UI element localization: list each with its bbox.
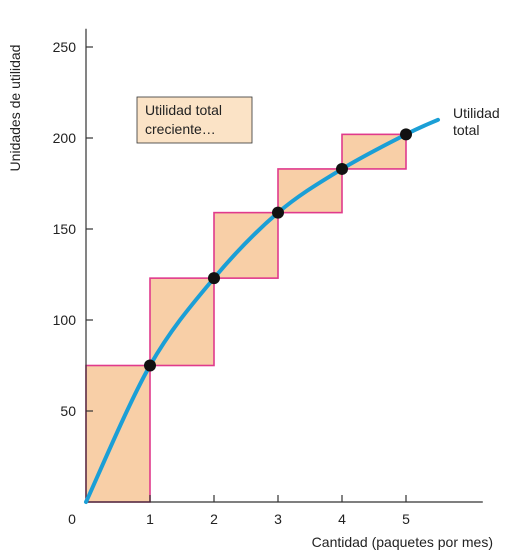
- data-point-2: [208, 272, 220, 285]
- x-tick-label-4: 4: [338, 511, 346, 527]
- total-utility-curve: [84, 117, 440, 504]
- curve-label: Utilidad total: [453, 105, 500, 138]
- y-tick-label-150: 150: [53, 221, 77, 237]
- data-point-4: [336, 162, 348, 175]
- tick-labels: 50 100 150 200 250 0 1 2 3 4 5: [53, 39, 410, 527]
- curve-label-line-2: total: [453, 122, 479, 138]
- annotation-line-2: creciente…: [145, 121, 216, 137]
- data-point-1: [144, 359, 156, 372]
- axes: [85, 28, 483, 503]
- curve-label-line-1: Utilidad: [453, 105, 500, 121]
- x-tick-label-1: 1: [146, 511, 154, 527]
- data-points: [144, 128, 412, 372]
- x-tick-label-5: 5: [402, 511, 410, 527]
- annotation-line-1: Utilidad total: [145, 102, 222, 118]
- y-tick-label-50: 50: [60, 403, 76, 419]
- x-tick-label-2: 2: [210, 511, 218, 527]
- y-axis-title: Unidades de utilidad: [7, 45, 23, 172]
- y-tick-label-100: 100: [53, 312, 77, 328]
- data-point-5: [400, 128, 412, 141]
- utility-increment-steps: [85, 133, 407, 503]
- annotation-box: Utilidad total creciente…: [136, 96, 253, 144]
- data-point-3: [272, 206, 284, 219]
- x-tick-label-0: 0: [68, 511, 76, 527]
- y-tick-label-250: 250: [53, 39, 77, 55]
- x-tick-label-3: 3: [274, 511, 282, 527]
- x-axis-title: Cantidad (paquetes por mes): [312, 534, 493, 550]
- curve-layer: [84, 117, 440, 504]
- y-tick-label-200: 200: [53, 130, 77, 146]
- annotation-box-bg: [136, 96, 253, 144]
